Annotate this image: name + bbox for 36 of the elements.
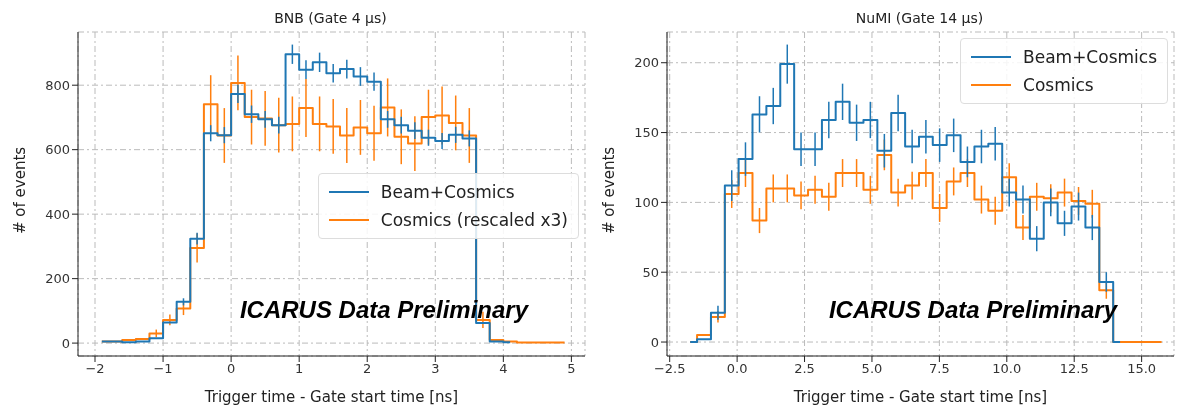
y-axis-title: # of events — [11, 146, 30, 234]
y-tick-label: 150 — [634, 125, 659, 141]
y-tick-label: 200 — [634, 55, 659, 71]
x-tick-label: 0.0 — [726, 361, 748, 377]
x-tick-label: 0 — [226, 361, 236, 377]
x-tick-label: 15.0 — [1127, 361, 1157, 377]
y-tick-label: 100 — [634, 194, 659, 210]
x-tick-label: 10.0 — [992, 361, 1022, 377]
x-tick-label: −2.5 — [653, 361, 686, 377]
y-tick-label: 600 — [45, 142, 70, 158]
x-tick-label: 2 — [363, 361, 372, 377]
y-tick-label: 400 — [45, 206, 70, 222]
y-tick-label: 0 — [650, 334, 659, 350]
y-axis-title: # of events — [600, 146, 619, 234]
x-tick-label: 1 — [295, 361, 304, 377]
y-tick-label: 200 — [45, 271, 70, 287]
legend-label: Cosmics — [1023, 74, 1094, 97]
x-tick-label: 5.0 — [861, 361, 883, 377]
legend-label: Beam+Cosmics — [1023, 46, 1157, 69]
chart-title: BNB (Gate 4 μs) — [273, 10, 388, 26]
x-axis-title: Trigger time - Gate start time [ns] — [203, 388, 459, 406]
chart-title: NuMI (Gate 14 μs) — [854, 10, 985, 26]
x-tick-label: 12.5 — [1059, 361, 1089, 377]
x-tick-label: 2.5 — [794, 361, 815, 377]
x-axis-title: Trigger time - Gate start time [ns] — [792, 388, 1048, 406]
legend-label: Beam+Cosmics — [380, 181, 515, 204]
legend-label: Cosmics (rescaled x3) — [380, 209, 568, 232]
x-tick-label: 4 — [499, 361, 508, 377]
x-tick-label: 7.5 — [929, 361, 950, 377]
x-tick-label: −2 — [85, 361, 105, 377]
y-tick-label: 800 — [45, 77, 70, 93]
x-tick-label: 3 — [431, 361, 440, 377]
y-tick-label: 0 — [61, 335, 70, 351]
y-tick-label: 50 — [642, 264, 659, 280]
x-tick-label: −1 — [153, 361, 173, 377]
x-tick-label: 5 — [567, 361, 576, 377]
